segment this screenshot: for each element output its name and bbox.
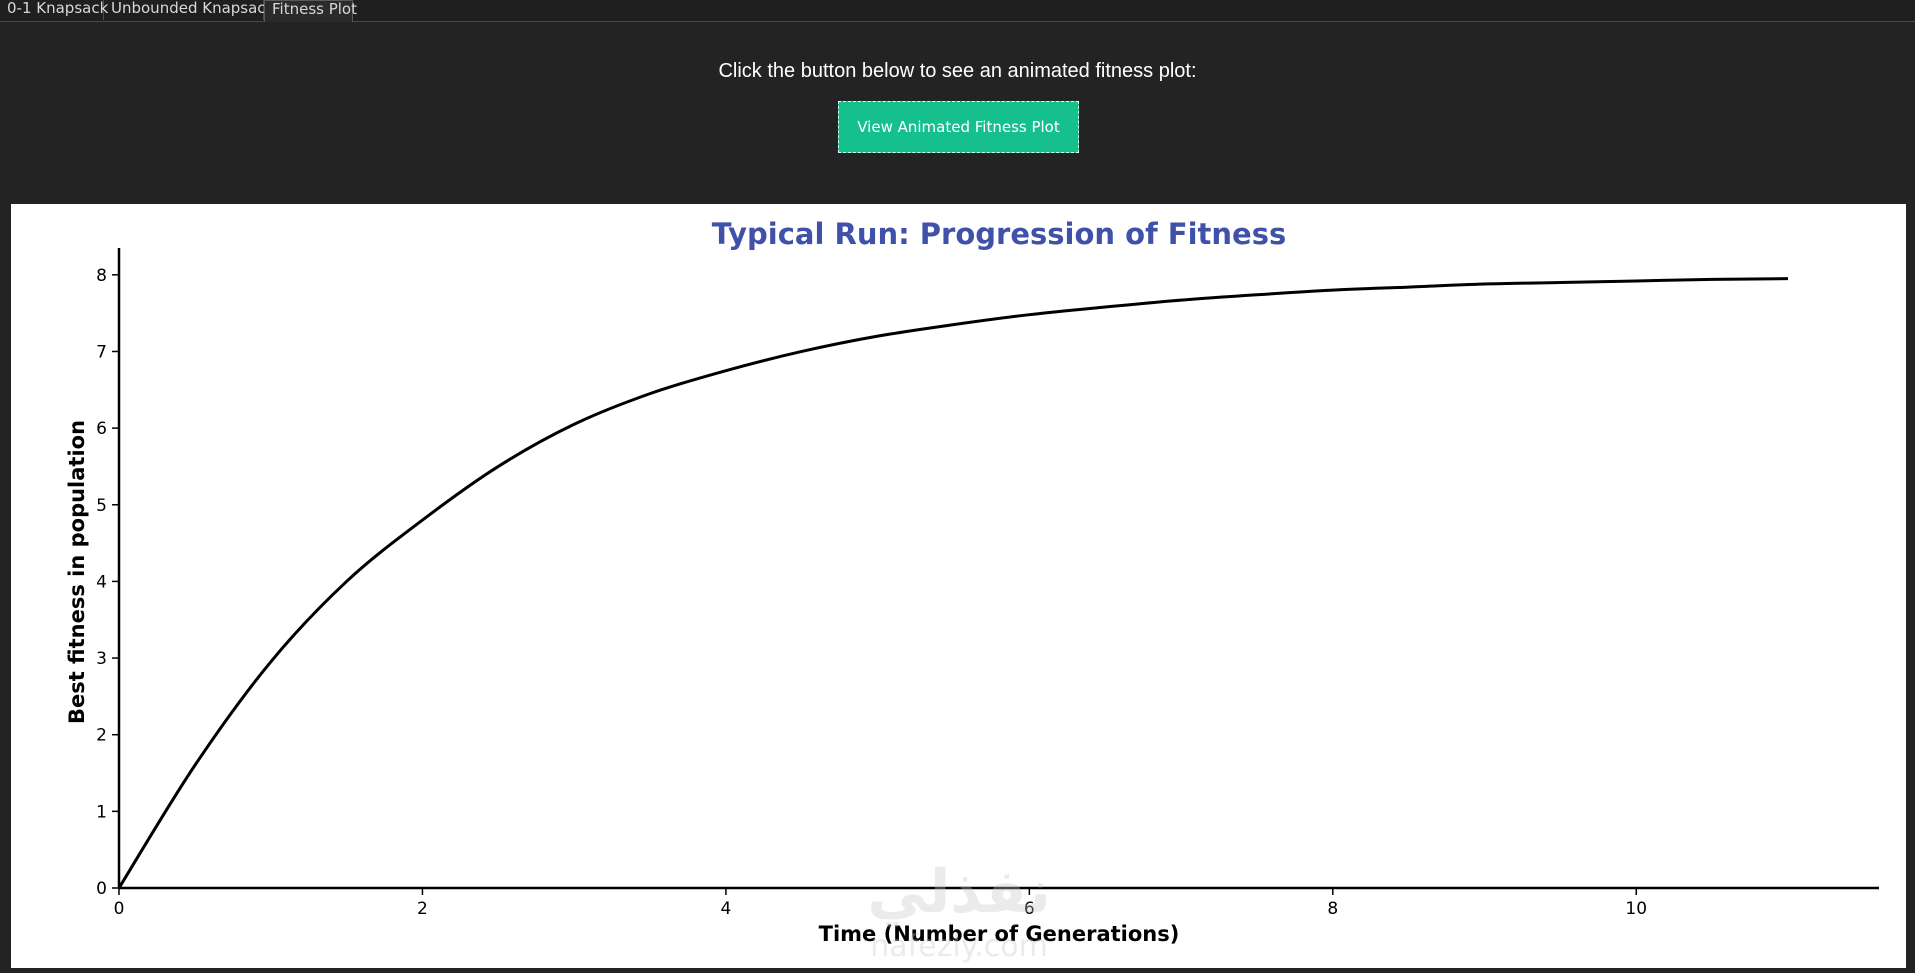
prompt-text: Click the button below to see an animate… [718,60,1197,82]
chart-axes [117,248,1879,890]
x-tick-label: 10 [1625,899,1647,919]
x-tick-label: 6 [1024,899,1035,919]
y-tick-label: 8 [96,266,107,286]
chart-title: Typical Run: Progression of Fitness [712,217,1286,251]
y-tick-label: 0 [96,879,107,899]
y-tick-label: 6 [96,419,107,439]
y-tick-label: 7 [96,342,107,362]
x-tick-label: 0 [114,899,125,919]
y-tick-label: 5 [96,496,107,516]
tab-fitness-plot[interactable]: Fitness Plot [264,0,357,22]
tab-0-1-knapsack[interactable]: 0-1 Knapsack [0,0,108,20]
fitness-chart: Typical Run: Progression of Fitness 0 2 4 6… [65,217,1879,964]
x-axis-label: Time (Number of Generations) [819,922,1180,946]
tab-bar: 0-1 Knapsack Unbounded Knapsack Fitness … [0,0,1915,22]
view-animated-fitness-plot-button[interactable]: View Animated Fitness Plot [838,101,1079,153]
y-tick-label: 3 [96,649,107,669]
x-tick-label: 4 [720,899,731,919]
x-tick-label: 8 [1327,899,1338,919]
fitness-line [117,277,1788,889]
y-axis-label: Best fitness in population [65,420,89,724]
y-tick-label: 2 [96,726,107,746]
plot-area: Typical Run: Progression of Fitness 0 2 4 6… [11,204,1906,968]
watermark: نفذلي nafezly.com [867,857,1051,964]
y-tick-label: 4 [96,572,107,592]
x-tick-label: 2 [417,899,428,919]
watermark-arabic: نفذلي [867,857,1051,927]
watermark-latin: nafezly.com [870,929,1048,964]
chart-ticks: 0 2 4 6 8 10 0 1 2 3 4 5 6 7 8 [96,266,1647,919]
y-tick-label: 1 [96,802,107,822]
tab-unbounded-knapsack[interactable]: Unbounded Knapsack [104,0,274,20]
